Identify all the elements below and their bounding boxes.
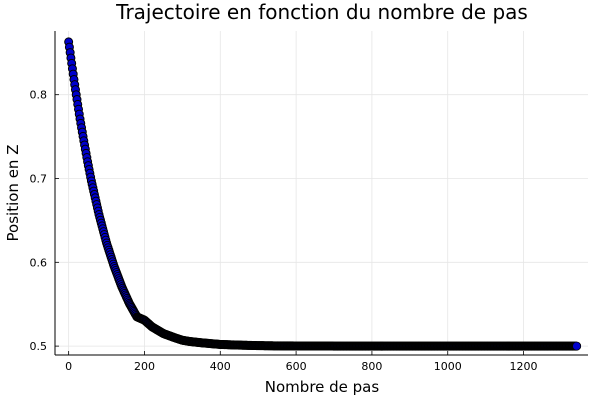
chart-title: Trajectoire en fonction du nombre de pas (115, 0, 528, 24)
y-tick-label: 0.6 (30, 256, 48, 269)
x-tick-label: 600 (286, 360, 307, 373)
x-tick-label: 400 (210, 360, 231, 373)
tick-labels: 0 200 400 600 800 1000 1200 0.5 0.6 0.7 0.8 (30, 89, 538, 373)
y-tick-label: 0.7 (30, 173, 48, 186)
x-tick-label: 1000 (434, 360, 462, 373)
data-point (572, 341, 581, 351)
x-tick-label: 1200 (510, 360, 538, 373)
y-axis-title: Position en Z (4, 145, 22, 242)
y-tick-label: 0.8 (30, 89, 48, 102)
axes (54, 31, 588, 356)
y-tick-label: 0.5 (30, 340, 48, 353)
x-tick-label: 0 (65, 360, 72, 373)
x-tick-label: 200 (134, 360, 155, 373)
x-axis-title: Nombre de pas (265, 378, 380, 396)
data-points (64, 37, 582, 351)
grid (55, 31, 588, 355)
x-tick-label: 800 (361, 360, 382, 373)
